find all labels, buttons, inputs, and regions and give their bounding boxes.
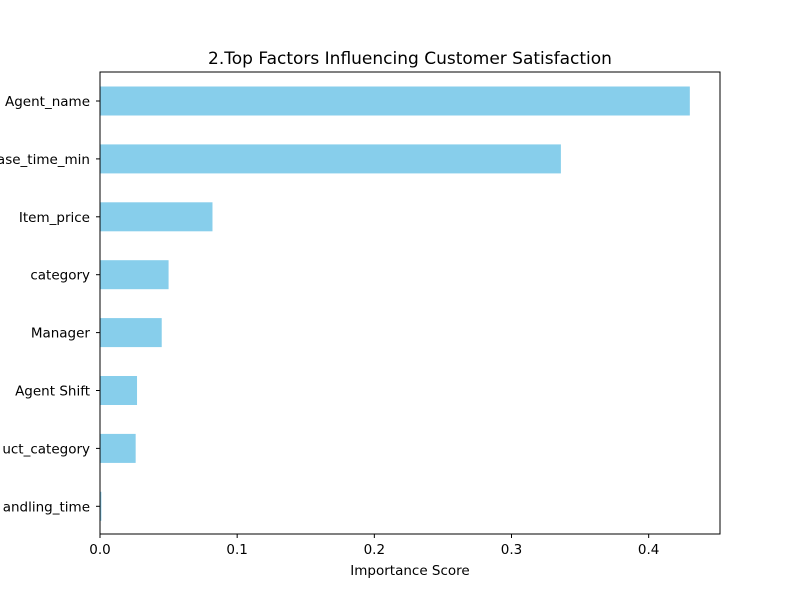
x-tick-label: 0.3 [501, 542, 522, 558]
y-tick-label: uct_category [2, 441, 90, 457]
x-axis-label: Importance Score [350, 563, 469, 579]
y-tick-label: Agent_name [5, 94, 90, 110]
y-tick-label: Manager [31, 326, 91, 342]
x-tick-label: 0.1 [226, 542, 247, 558]
bar-agent-name [100, 86, 690, 116]
x-tick-label: 0.4 [638, 542, 659, 558]
bar-ase-time-min [100, 144, 561, 174]
x-axis: 0.0 0.1 0.2 0.3 0.4 [89, 534, 659, 558]
bar-agent-shift [100, 376, 138, 405]
plot-area-frame [99, 71, 721, 535]
bar-category [100, 260, 169, 290]
x-tick-label: 0.0 [89, 542, 110, 558]
bar-andling-time [100, 491, 102, 521]
y-axis: Agent_name ase_time_min Item_price category… [0, 94, 100, 515]
y-tick-label: ase_time_min [0, 152, 90, 168]
y-tick-label: andling_time [3, 499, 90, 515]
y-tick-label: Agent Shift [15, 384, 90, 400]
y-tick-label: Item_price [19, 210, 90, 226]
bar-uct-category [100, 433, 136, 463]
chart-title: 2.Top Factors Influencing Customer Satis… [208, 49, 612, 69]
bar-item-price [100, 202, 213, 232]
x-tick-label: 0.2 [364, 542, 385, 558]
y-tick-label: category [30, 268, 90, 284]
bars-group [100, 86, 690, 521]
bar-manager [100, 318, 162, 348]
